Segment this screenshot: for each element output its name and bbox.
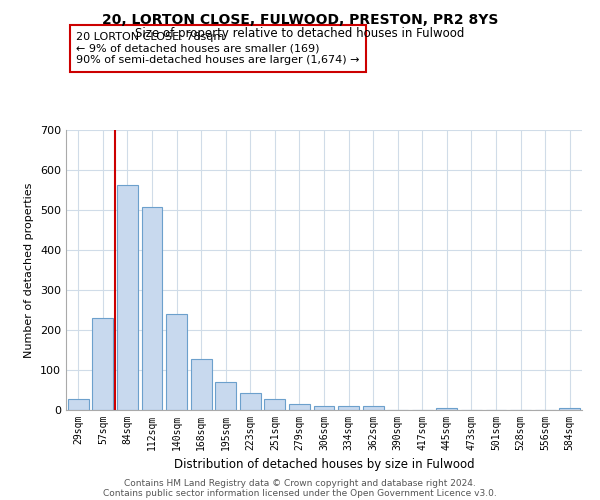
Bar: [314, 406, 334, 410]
Bar: [265, 399, 286, 410]
Bar: [338, 406, 359, 410]
Bar: [92, 318, 113, 410]
Bar: [362, 406, 383, 410]
Bar: [117, 185, 138, 410]
Bar: [191, 359, 212, 410]
Bar: [436, 408, 457, 410]
Text: Contains HM Land Registry data © Crown copyright and database right 2024.: Contains HM Land Registry data © Crown c…: [124, 478, 476, 488]
Y-axis label: Number of detached properties: Number of detached properties: [25, 182, 34, 358]
Text: 20 LORTON CLOSE: 78sqm
← 9% of detached houses are smaller (169)
90% of semi-det: 20 LORTON CLOSE: 78sqm ← 9% of detached …: [76, 32, 360, 65]
Text: Contains public sector information licensed under the Open Government Licence v3: Contains public sector information licen…: [103, 488, 497, 498]
Bar: [68, 399, 89, 410]
Bar: [215, 382, 236, 410]
Bar: [142, 207, 163, 410]
X-axis label: Distribution of detached houses by size in Fulwood: Distribution of detached houses by size …: [173, 458, 475, 471]
Text: Size of property relative to detached houses in Fulwood: Size of property relative to detached ho…: [136, 28, 464, 40]
Bar: [559, 408, 580, 410]
Bar: [289, 404, 310, 410]
Bar: [166, 314, 187, 410]
Bar: [240, 393, 261, 410]
Text: 20, LORTON CLOSE, FULWOOD, PRESTON, PR2 8YS: 20, LORTON CLOSE, FULWOOD, PRESTON, PR2 …: [102, 12, 498, 26]
